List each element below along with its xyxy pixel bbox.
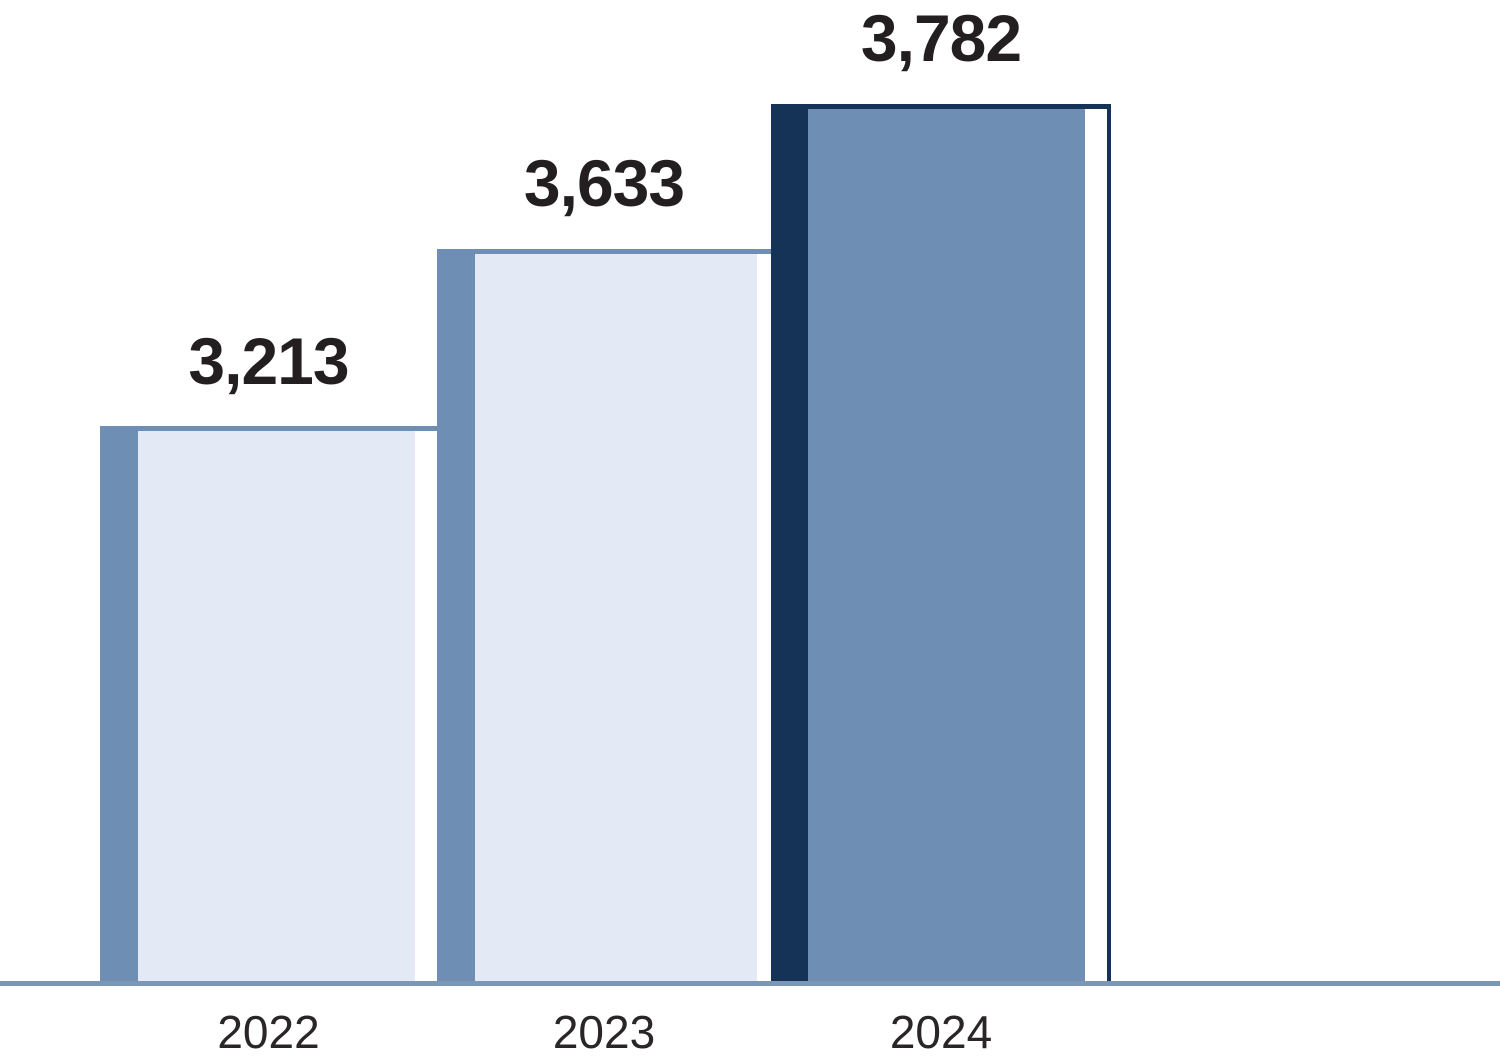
bar-2022-left-edge [100, 426, 138, 981]
value-label-2022: 3,213 [188, 324, 349, 398]
bar-2023 [437, 249, 771, 981]
x-axis-label-2024: 2024 [889, 1006, 993, 1056]
x-axis-label-2022: 2022 [217, 1006, 320, 1056]
x-axis-label-2023: 2023 [552, 1006, 656, 1056]
bar-2024-left-edge [771, 104, 808, 981]
bar-2023-left-edge [437, 249, 475, 981]
bar-2022 [100, 426, 437, 981]
bar-2024-fill [808, 109, 1085, 981]
value-label-2024: 3,782 [860, 1, 1022, 75]
bar-2023-fill [475, 254, 757, 981]
x-axis-line [0, 981, 1500, 986]
bar-2024 [771, 104, 1111, 981]
bar-2022-fill [138, 431, 415, 981]
value-label-2023: 3,633 [523, 146, 685, 220]
